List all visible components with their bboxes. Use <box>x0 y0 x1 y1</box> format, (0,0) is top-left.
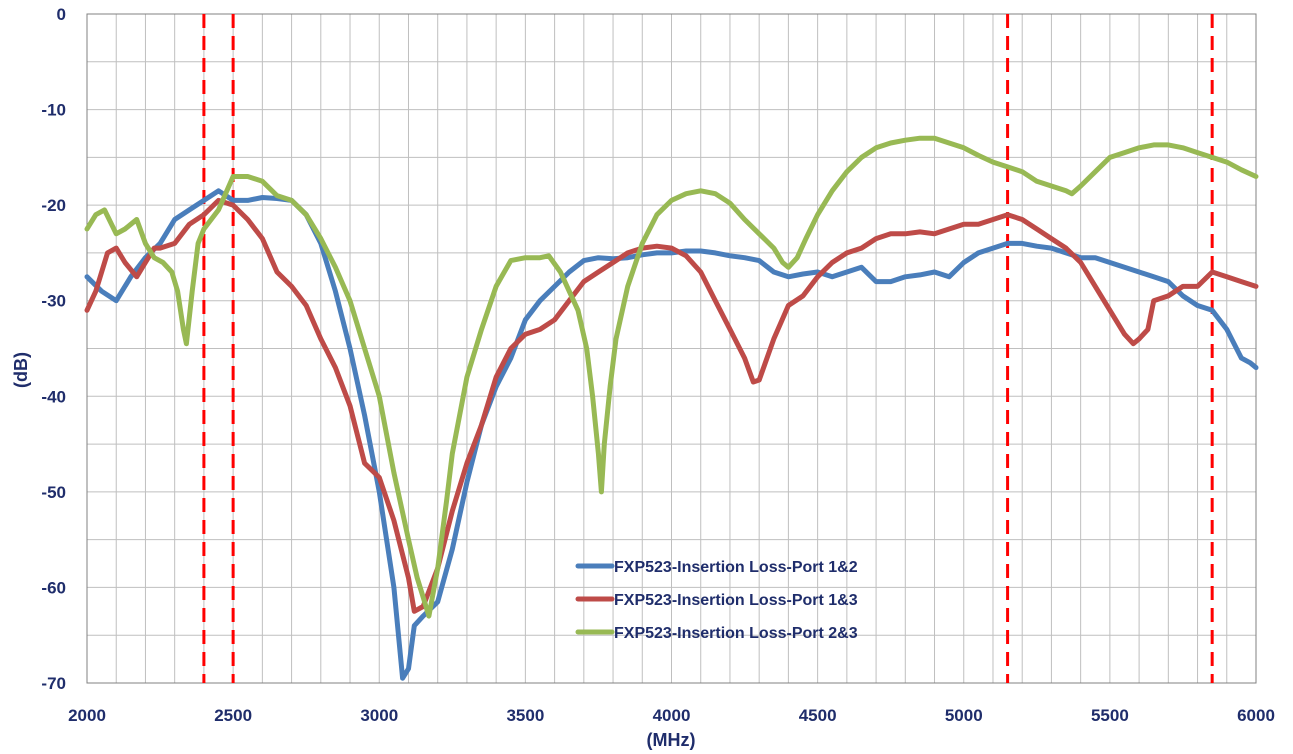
y-tick-label: -20 <box>41 196 66 215</box>
x-tick-label: 4000 <box>653 706 691 725</box>
y-tick-label: -40 <box>41 387 66 406</box>
grid <box>87 14 1256 683</box>
x-tick-label: 2000 <box>68 706 106 725</box>
y-tick-label: 0 <box>57 5 66 24</box>
y-tick-label: -30 <box>41 292 66 311</box>
series-line-3 <box>84 135 1259 619</box>
y-tick-label: -70 <box>41 674 66 693</box>
x-axis-label: (MHz) <box>647 730 696 750</box>
series-group <box>84 135 1259 681</box>
x-tick-label: 6000 <box>1237 706 1275 725</box>
series-line-2 <box>84 197 1259 614</box>
y-tick-label: -60 <box>41 578 66 597</box>
x-tick-label: 5000 <box>945 706 983 725</box>
legend-label: FXP523-Insertion Loss-Port 2&3 <box>614 625 858 642</box>
x-tick-label: 4500 <box>799 706 837 725</box>
y-axis-label: (dB) <box>11 352 31 388</box>
x-tick-label: 5500 <box>1091 706 1129 725</box>
plot-frame <box>86 13 1257 684</box>
legend-label: FXP523-Insertion Loss-Port 1&3 <box>614 592 858 609</box>
legend: FXP523-Insertion Loss-Port 1&2 FXP523-Ins… <box>575 559 858 642</box>
x-tick-label: 3000 <box>360 706 398 725</box>
y-tick-label: -50 <box>41 483 66 502</box>
y-tick-label: -10 <box>41 101 66 120</box>
reference-lines <box>202 14 1214 683</box>
y-tick-labels: 0 -10 -20 -30 -40 -50 -60 -70 <box>41 5 66 693</box>
x-tick-labels: 2000 2500 3000 3500 4000 4500 5000 5500 6000 <box>68 706 1275 725</box>
x-tick-label: 3500 <box>506 706 544 725</box>
legend-label: FXP523-Insertion Loss-Port 1&2 <box>614 559 858 576</box>
x-tick-label: 2500 <box>214 706 252 725</box>
